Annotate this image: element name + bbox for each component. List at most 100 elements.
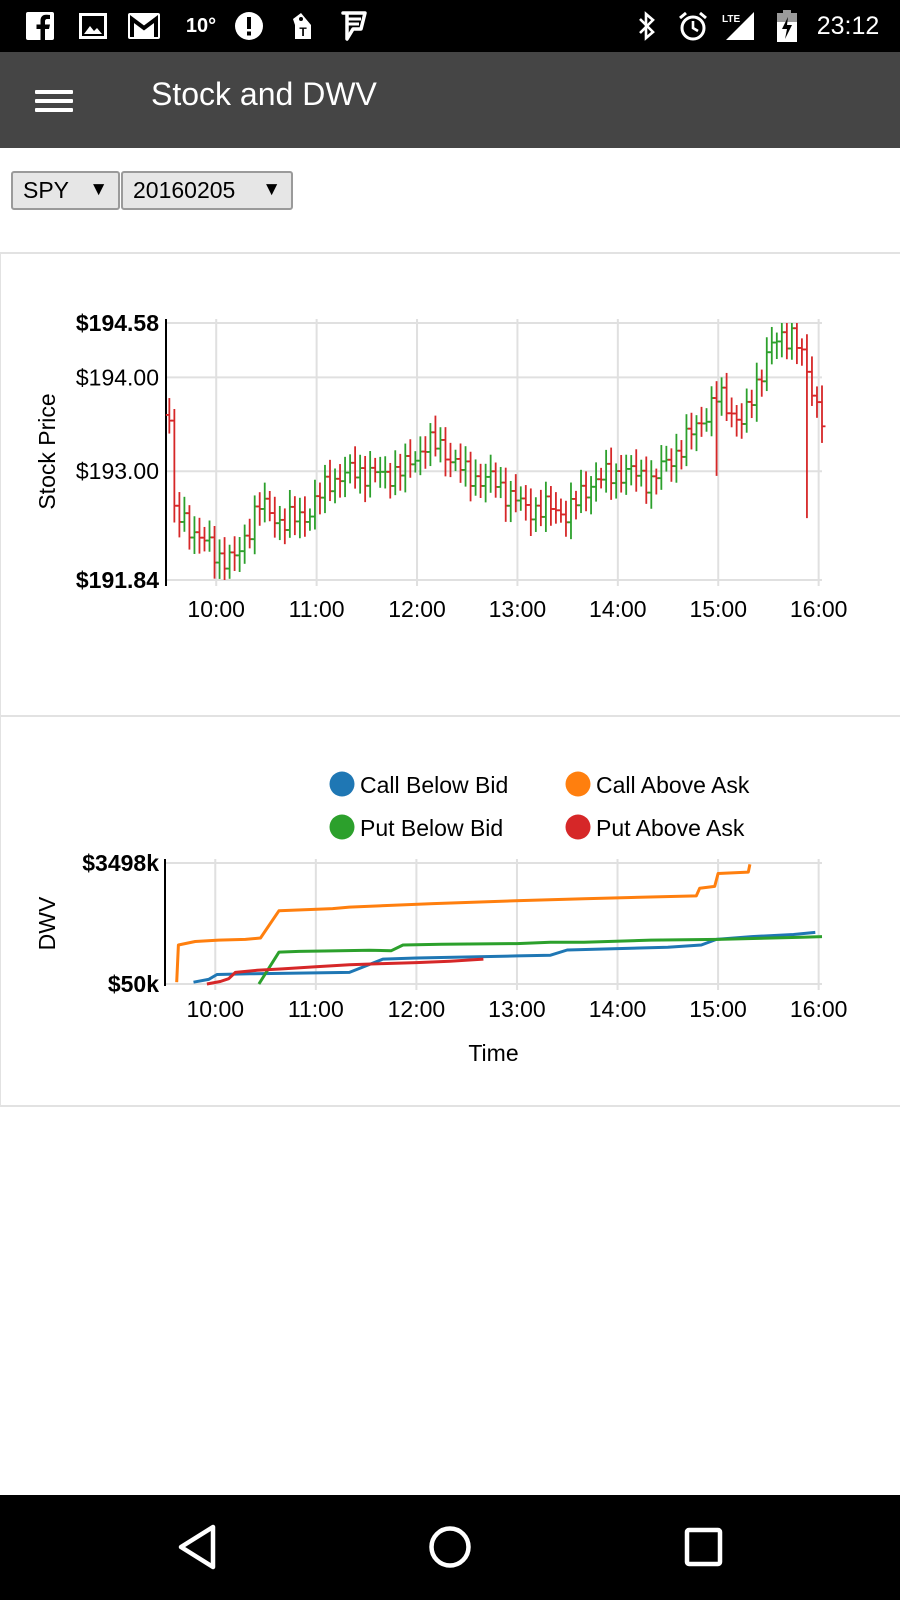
legend-label: Call Above Ask xyxy=(596,772,750,798)
ohlc-bar xyxy=(366,451,374,498)
x-tick-label: 13:00 xyxy=(488,996,546,1022)
ohlc-bar xyxy=(175,492,183,538)
symbol-select[interactable]: SPY ▼ xyxy=(11,171,120,210)
lte-signal-icon: LTE xyxy=(720,12,756,40)
ohlc-bar xyxy=(542,481,550,532)
panel-divider xyxy=(0,252,900,254)
ohlc-bar xyxy=(462,446,470,487)
ohlc-bar xyxy=(467,451,475,502)
ohlc-bar xyxy=(296,497,304,539)
ohlc-bar xyxy=(281,508,289,545)
back-icon[interactable] xyxy=(163,1515,233,1579)
legend-marker xyxy=(329,771,355,797)
ohlc-bar xyxy=(401,443,409,493)
ohlc-bar xyxy=(557,498,565,523)
x-tick-label: 10:00 xyxy=(187,596,245,622)
ohlc-bar xyxy=(778,323,786,358)
ohlc-bar xyxy=(793,323,801,365)
page-title: Stock and DWV xyxy=(151,76,377,112)
gmail-icon xyxy=(127,12,161,40)
ohlc-bar xyxy=(426,423,434,467)
ohlc-bar xyxy=(180,496,188,532)
ohlc-bar xyxy=(748,389,756,419)
ohlc-bar xyxy=(738,403,746,439)
home-icon[interactable] xyxy=(415,1515,485,1579)
date-select[interactable]: 20160205 ▼ xyxy=(121,171,293,210)
ohlc-bar xyxy=(276,505,284,541)
ohlc-bar xyxy=(487,454,495,493)
ohlc-bar xyxy=(226,544,234,579)
ohlc-bar xyxy=(301,496,309,537)
x-tick-label: 11:00 xyxy=(289,596,345,622)
ohlc-bar xyxy=(818,385,826,443)
ohlc-bar xyxy=(692,415,700,452)
ohlc-bar xyxy=(502,467,510,522)
ohlc-bar xyxy=(652,468,660,495)
panel-divider xyxy=(0,1105,900,1107)
date-select-value: 20160205 xyxy=(133,177,236,203)
x-tick-label: 15:00 xyxy=(689,596,747,622)
foursquare-icon xyxy=(340,11,368,41)
ohlc-bar xyxy=(241,524,249,564)
y-tick-label: $3498k xyxy=(82,850,159,876)
ohlc-bar xyxy=(698,406,706,437)
ohlc-bar xyxy=(657,445,665,490)
panel-divider xyxy=(0,715,900,717)
ohlc-bar xyxy=(547,486,555,526)
ohlc-bar xyxy=(246,518,254,549)
ohlc-bar xyxy=(251,495,259,555)
ohlc-bar xyxy=(743,388,751,433)
ohlc-bar xyxy=(672,433,680,483)
ohlc-bar xyxy=(733,405,741,437)
ohlc-bar xyxy=(803,334,811,519)
y-tick-label: $50k xyxy=(108,971,159,997)
status-bar: 10° T LTE 23:12 xyxy=(0,0,900,52)
ohlc-bar xyxy=(291,496,299,536)
ohlc-bar xyxy=(331,468,339,504)
legend-label: Put Below Bid xyxy=(360,815,503,841)
ohlc-bar xyxy=(396,453,404,491)
x-axis-label: Time xyxy=(468,1040,518,1066)
legend-label: Put Above Ask xyxy=(596,815,745,841)
ohlc-bar xyxy=(206,520,214,552)
x-tick-label: 12:00 xyxy=(388,596,446,622)
ohlc-bar xyxy=(195,517,203,554)
legend-marker xyxy=(565,814,591,840)
weather-temperature: 10° xyxy=(185,14,217,37)
ohlc-bar xyxy=(371,457,379,483)
y-tick-label: $194.00 xyxy=(76,364,159,390)
ohlc-bar xyxy=(773,332,781,360)
ohlc-bar xyxy=(637,459,645,487)
series-line xyxy=(175,863,752,983)
ohlc-bar xyxy=(266,490,274,522)
recents-icon[interactable] xyxy=(668,1515,738,1579)
y-axis-label: DWV xyxy=(34,896,60,950)
ohlc-bar xyxy=(562,500,570,537)
ohlc-bar xyxy=(482,463,490,503)
ohlc-bar xyxy=(728,397,736,428)
hamburger-menu-icon[interactable] xyxy=(20,74,86,130)
ohlc-bar xyxy=(306,508,314,531)
ohlc-bar xyxy=(642,456,650,504)
ohlc-bar xyxy=(341,456,349,498)
series-line xyxy=(257,935,823,985)
ohlc-bar xyxy=(346,454,354,484)
bluetooth-icon xyxy=(636,11,658,41)
ohlc-bar xyxy=(662,445,670,472)
panel-border xyxy=(0,252,1,1107)
legend-marker xyxy=(329,814,355,840)
ohlc-bar xyxy=(356,454,364,494)
ohlc-bar xyxy=(708,386,716,437)
ohlc-bar xyxy=(677,440,685,470)
alarm-icon xyxy=(676,11,710,41)
ohlc-bar xyxy=(271,496,279,538)
x-tick-label: 16:00 xyxy=(790,596,848,622)
y-axis-label: Stock Price xyxy=(34,393,60,509)
legend-marker xyxy=(565,771,591,797)
x-tick-label: 13:00 xyxy=(489,596,547,622)
ohlc-bar xyxy=(477,463,485,499)
ohlc-bar xyxy=(532,497,540,532)
ohlc-bar xyxy=(622,454,630,495)
ohlc-bar xyxy=(200,526,208,552)
x-tick-label: 11:00 xyxy=(288,996,344,1022)
